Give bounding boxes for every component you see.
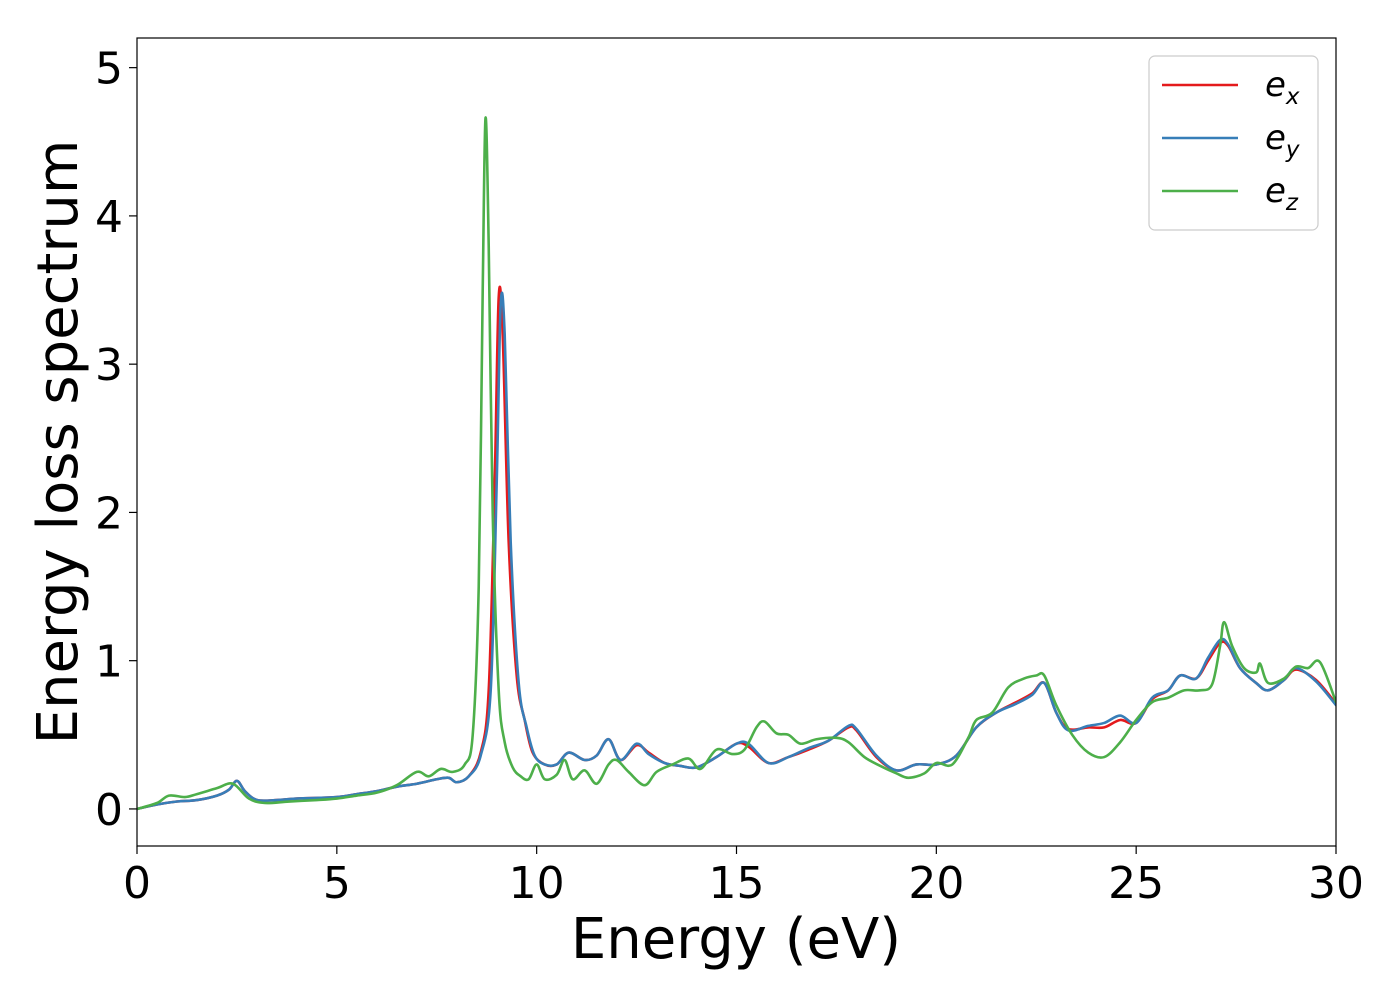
x-tick-label: 25 (1108, 858, 1164, 909)
x-tick-label: 5 (323, 858, 351, 909)
x-tick-label: 20 (908, 858, 964, 909)
y-tick-label: 4 (95, 192, 123, 243)
x-axis-ticks: 0 5 10 15 20 25 30 (123, 846, 1364, 909)
legend-label-y: ey (1265, 118, 1300, 163)
legend-label-x: ex (1265, 65, 1300, 110)
y-axis-label: Energy loss spectrum (26, 140, 91, 745)
x-tick-label: 15 (709, 858, 765, 909)
series-layer (137, 116, 1336, 811)
y-axis-ticks: 0 1 2 3 4 5 (95, 44, 137, 836)
y-tick-label: 2 (95, 488, 123, 539)
y-tick-label: 0 (95, 785, 123, 836)
y-tick-label: 3 (95, 340, 123, 391)
legend: ex ey ez (1148, 55, 1319, 231)
x-tick-label: 30 (1308, 858, 1364, 909)
legend-label-z: ez (1265, 171, 1299, 216)
series-line-y (137, 291, 1336, 811)
x-tick-label: 0 (123, 858, 151, 909)
legend-items: ex ey ez (1162, 65, 1300, 216)
y-tick-label: 1 (95, 637, 123, 688)
series-line-z (137, 116, 1336, 811)
x-tick-label: 10 (509, 858, 565, 909)
y-tick-label: 5 (95, 44, 123, 95)
series-line-x (137, 285, 1336, 811)
legend-box (1148, 55, 1319, 231)
x-axis-label: Energy (eV) (571, 907, 901, 972)
